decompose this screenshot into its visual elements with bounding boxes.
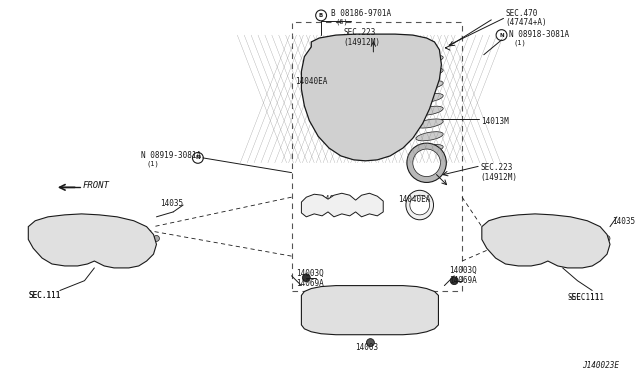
Polygon shape (301, 286, 438, 335)
Text: N 08919-3081A: N 08919-3081A (141, 151, 201, 160)
Circle shape (410, 195, 429, 215)
Circle shape (39, 226, 45, 231)
Ellipse shape (340, 297, 358, 315)
Text: 14040E: 14040E (311, 195, 339, 204)
Ellipse shape (406, 190, 433, 220)
Ellipse shape (575, 251, 582, 257)
Circle shape (378, 40, 388, 50)
Ellipse shape (414, 298, 431, 316)
Polygon shape (482, 214, 610, 268)
Polygon shape (301, 34, 442, 161)
Circle shape (337, 321, 344, 328)
Text: 14013M: 14013M (481, 116, 509, 126)
Text: B 08186-9701A: B 08186-9701A (331, 9, 391, 17)
Circle shape (336, 199, 348, 211)
Ellipse shape (416, 93, 443, 103)
Polygon shape (28, 214, 156, 268)
Ellipse shape (532, 226, 546, 240)
Text: N: N (499, 33, 504, 38)
Circle shape (496, 30, 507, 41)
Ellipse shape (316, 298, 333, 316)
Ellipse shape (515, 251, 522, 257)
Ellipse shape (416, 55, 443, 64)
Ellipse shape (495, 251, 502, 257)
Text: 14040EA: 14040EA (398, 195, 430, 204)
Circle shape (193, 153, 204, 163)
Text: (47474+A): (47474+A) (506, 18, 547, 28)
Circle shape (451, 277, 458, 285)
Text: N 08918-3081A: N 08918-3081A (509, 30, 570, 39)
Ellipse shape (88, 251, 97, 257)
Circle shape (316, 199, 327, 211)
Text: -SEC.111: -SEC.111 (568, 294, 605, 302)
Text: (1): (1) (513, 40, 526, 46)
Text: 14003Q: 14003Q (296, 269, 324, 278)
Text: SEC.111: SEC.111 (28, 292, 61, 301)
Text: 14035: 14035 (612, 217, 635, 226)
Text: J140023E: J140023E (582, 361, 620, 370)
Ellipse shape (105, 226, 119, 240)
Text: 14069A: 14069A (296, 279, 324, 288)
Text: 14003Q: 14003Q (449, 266, 477, 275)
Text: FRONT: FRONT (83, 182, 109, 190)
Circle shape (367, 339, 374, 346)
Ellipse shape (416, 132, 443, 141)
Ellipse shape (65, 227, 79, 240)
Ellipse shape (416, 119, 443, 128)
Ellipse shape (416, 157, 443, 166)
Ellipse shape (572, 228, 586, 241)
Text: (14912M): (14912M) (344, 38, 381, 47)
Ellipse shape (125, 228, 139, 241)
Text: SEC.111: SEC.111 (28, 292, 61, 301)
Ellipse shape (68, 251, 76, 257)
Circle shape (407, 143, 446, 182)
Text: (14912M): (14912M) (481, 173, 518, 182)
Bar (292, 22, 462, 292)
Circle shape (413, 149, 440, 177)
Ellipse shape (511, 227, 525, 240)
Circle shape (316, 10, 326, 21)
Ellipse shape (86, 226, 99, 240)
Polygon shape (301, 34, 442, 161)
Circle shape (154, 235, 159, 241)
Circle shape (385, 321, 392, 328)
Ellipse shape (416, 144, 443, 154)
Text: N: N (196, 155, 200, 160)
Ellipse shape (389, 297, 407, 315)
Circle shape (486, 226, 492, 231)
Circle shape (604, 235, 610, 241)
Circle shape (311, 321, 317, 328)
Text: 14069A: 14069A (449, 276, 477, 285)
Ellipse shape (555, 251, 563, 257)
Text: SEC.223: SEC.223 (481, 163, 513, 172)
Circle shape (427, 321, 434, 328)
Ellipse shape (492, 230, 506, 243)
Text: 14035: 14035 (161, 199, 184, 208)
Text: 14003: 14003 (356, 343, 379, 352)
Text: SEC.470: SEC.470 (506, 9, 538, 17)
Text: 14040EA: 14040EA (296, 77, 328, 86)
Ellipse shape (128, 251, 136, 257)
Polygon shape (301, 193, 383, 217)
Text: B: B (319, 13, 323, 18)
Ellipse shape (365, 297, 382, 315)
Text: (1): (1) (147, 161, 159, 167)
Circle shape (302, 274, 310, 282)
Ellipse shape (48, 251, 56, 257)
Circle shape (356, 199, 369, 211)
Ellipse shape (108, 251, 116, 257)
Circle shape (410, 321, 416, 328)
Ellipse shape (416, 81, 443, 90)
Ellipse shape (552, 226, 566, 240)
Text: SEC.111: SEC.111 (568, 294, 600, 302)
Ellipse shape (45, 230, 59, 243)
Text: SEC.223: SEC.223 (344, 28, 376, 37)
Circle shape (360, 321, 367, 328)
Text: (6): (6) (336, 18, 349, 25)
Ellipse shape (535, 251, 543, 257)
Ellipse shape (416, 68, 443, 77)
Ellipse shape (416, 106, 443, 115)
